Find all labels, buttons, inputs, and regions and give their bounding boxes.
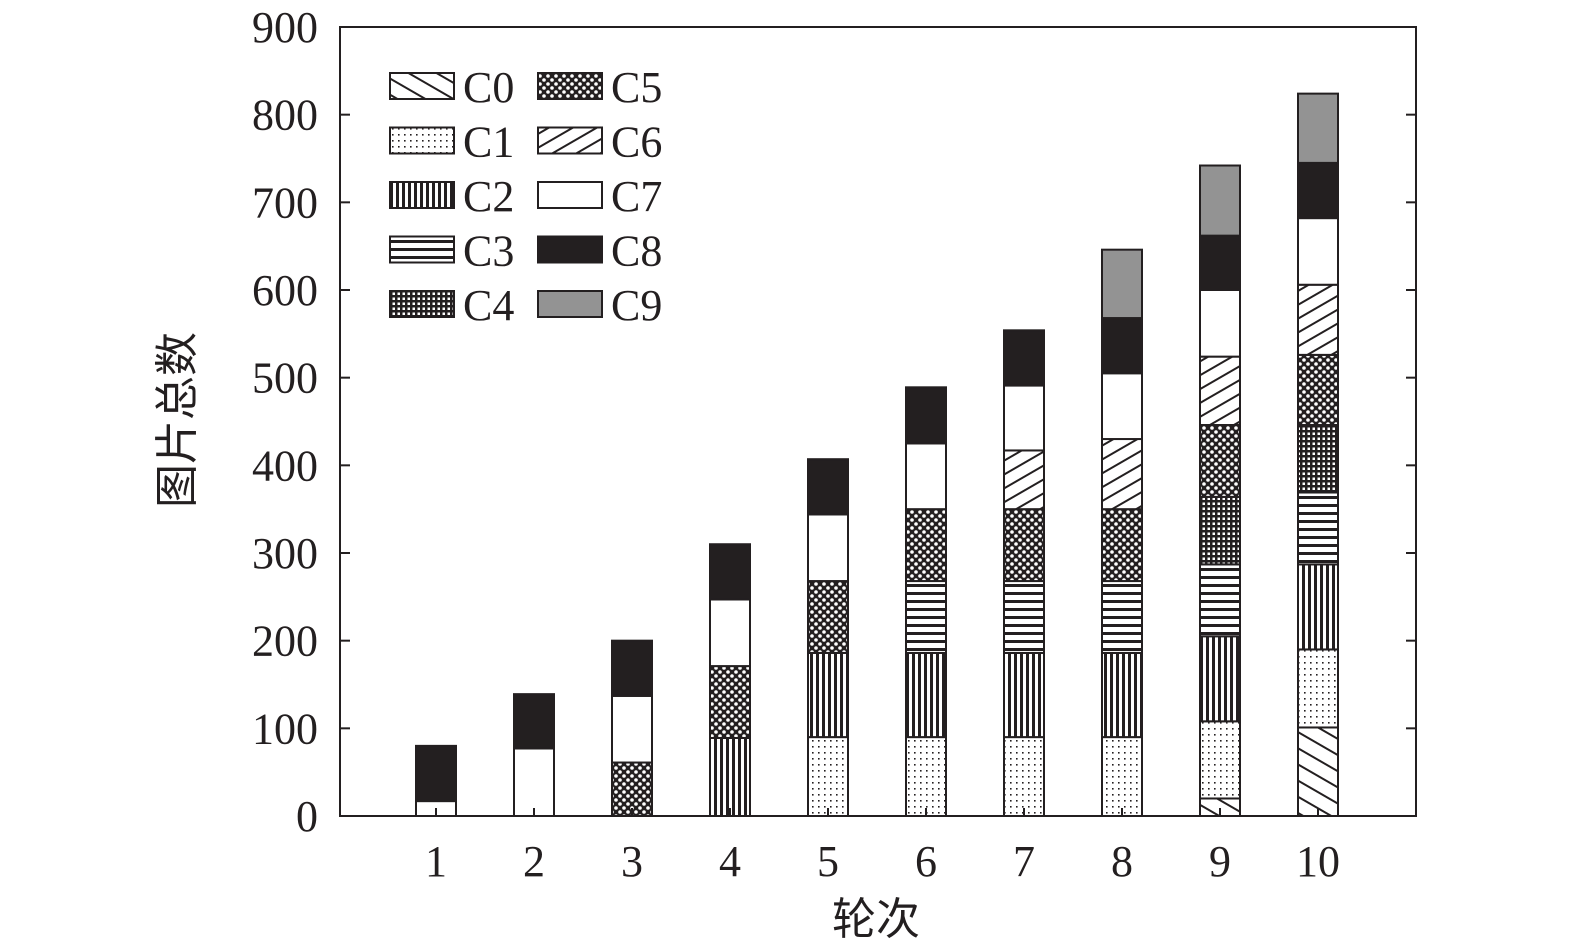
x-tick-label: 4 — [719, 837, 741, 886]
bar-segment-C1-8 — [1101, 736, 1143, 817]
legend-label-C9: C9 — [611, 281, 662, 330]
x-tick-label: 2 — [523, 837, 545, 886]
bar-segment-C2-9 — [1199, 635, 1241, 723]
bar-segment-C7-6 — [905, 442, 947, 511]
y-tick-label: 400 — [252, 441, 318, 490]
bar-segment-C9-8 — [1101, 248, 1143, 320]
bar-segment-C8-8 — [1101, 317, 1143, 375]
bar-segment-C7-4 — [709, 598, 751, 668]
x-axis-label: 轮次 — [832, 895, 920, 944]
bar-segment-C1-10 — [1297, 648, 1339, 729]
bar-segment-C2-6 — [905, 651, 947, 739]
bar-segment-C8-6 — [905, 386, 947, 445]
bar-segment-C5-6 — [905, 508, 947, 583]
bar-segment-C6-7 — [1003, 449, 1045, 511]
legend-swatch-C3 — [389, 235, 455, 264]
bar-segment-C1-6 — [905, 736, 947, 817]
bar-segment-C1-7 — [1003, 736, 1045, 817]
legend-swatch-C5 — [537, 72, 603, 100]
bar-segment-C4-10 — [1297, 424, 1339, 494]
legend-swatch-C0 — [389, 72, 455, 100]
legend-swatch-C2 — [389, 181, 455, 209]
y-tick-label: 900 — [252, 3, 318, 52]
bar-segment-C2-7 — [1003, 651, 1045, 739]
x-tick-label: 3 — [621, 837, 643, 886]
y-tick-label: 600 — [252, 266, 318, 315]
x-tick-label: 8 — [1111, 837, 1133, 886]
bar-segment-C2-8 — [1101, 651, 1143, 739]
y-axis-label: 图片总数 — [153, 332, 202, 508]
legend-swatch-C1 — [389, 126, 455, 155]
bar-segment-C7-5 — [807, 513, 849, 583]
bar-segment-C3-6 — [905, 580, 947, 654]
bar-segment-C0-10 — [1297, 726, 1339, 817]
bar-segment-C2-4 — [709, 736, 751, 818]
legend-swatch-C4 — [389, 290, 455, 318]
bar-segment-C3-7 — [1003, 580, 1045, 654]
y-tick-label: 0 — [296, 792, 318, 841]
legend-swatch-C7 — [537, 181, 603, 209]
x-tick-label: 1 — [425, 837, 447, 886]
x-tick-label: 9 — [1209, 837, 1231, 886]
bar-segment-C8-2 — [513, 693, 555, 750]
bar-segment-C4-9 — [1199, 495, 1241, 566]
bar-segment-C7-3 — [611, 694, 653, 764]
bar-segment-C8-4 — [709, 543, 751, 601]
y-tick-label: 100 — [252, 704, 318, 753]
bar-segment-C6-10 — [1297, 283, 1339, 356]
legend-label-C2: C2 — [463, 172, 514, 221]
y-tick-label: 200 — [252, 617, 318, 666]
y-tick-label: 300 — [252, 529, 318, 578]
bar-segment-C3-8 — [1101, 580, 1143, 654]
bar-segment-C2-10 — [1297, 563, 1339, 651]
bar-segment-C8-9 — [1199, 234, 1241, 291]
legend-swatch-C8 — [537, 235, 603, 264]
bar-segment-C5-3 — [611, 761, 653, 817]
legend-label-C0: C0 — [463, 63, 514, 112]
x-tick-label: 5 — [817, 837, 839, 886]
bar-segment-C9-10 — [1297, 92, 1339, 164]
bar-segment-C5-8 — [1101, 508, 1143, 583]
x-tick-label: 7 — [1013, 837, 1035, 886]
bar-segment-C3-10 — [1297, 491, 1339, 566]
bar-segment-C8-5 — [807, 458, 849, 516]
x-tick-label: 10 — [1296, 837, 1340, 886]
legend-label-C6: C6 — [611, 118, 662, 167]
bar-segment-C7-8 — [1101, 372, 1143, 441]
y-tick-label: 800 — [252, 91, 318, 140]
bar-segment-C7-10 — [1297, 217, 1339, 286]
legend-label-C7: C7 — [611, 172, 662, 221]
bar-segment-C8-3 — [611, 639, 653, 697]
bar-segment-C2-5 — [807, 651, 849, 739]
legend-label-C8: C8 — [611, 227, 662, 276]
bar-segment-C6-8 — [1101, 438, 1143, 511]
bar-segment-C9-9 — [1199, 164, 1241, 237]
bar-segment-C8-10 — [1297, 161, 1339, 220]
bar-segment-C6-9 — [1199, 355, 1241, 427]
bar-segment-C1-9 — [1199, 720, 1241, 800]
legend-label-C4: C4 — [463, 281, 514, 330]
bar-segment-C5-4 — [709, 665, 751, 739]
legend-label-C1: C1 — [463, 118, 514, 167]
plot-frame — [339, 26, 1417, 817]
bar-segment-C8-1 — [415, 744, 457, 803]
bar-segment-C5-9 — [1199, 424, 1241, 498]
legend-label-C3: C3 — [463, 227, 514, 276]
bar-segment-C8-7 — [1003, 329, 1045, 387]
legend-swatch-C6 — [537, 126, 603, 155]
y-tick-label: 500 — [252, 354, 318, 403]
legend-swatch-C9 — [537, 290, 603, 318]
bar-segment-C7-2 — [513, 747, 555, 817]
y-tick-label: 700 — [252, 178, 318, 227]
bar-segment-C3-9 — [1199, 563, 1241, 638]
legend-label-C5: C5 — [611, 63, 662, 112]
bar-segment-C5-10 — [1297, 353, 1339, 427]
bar-segment-C7-7 — [1003, 384, 1045, 452]
x-tick-label: 6 — [915, 837, 937, 886]
bar-segment-C5-5 — [807, 580, 849, 654]
bar-segment-C7-9 — [1199, 289, 1241, 358]
bar-segment-C5-7 — [1003, 508, 1045, 583]
bar-segment-C1-5 — [807, 736, 849, 817]
